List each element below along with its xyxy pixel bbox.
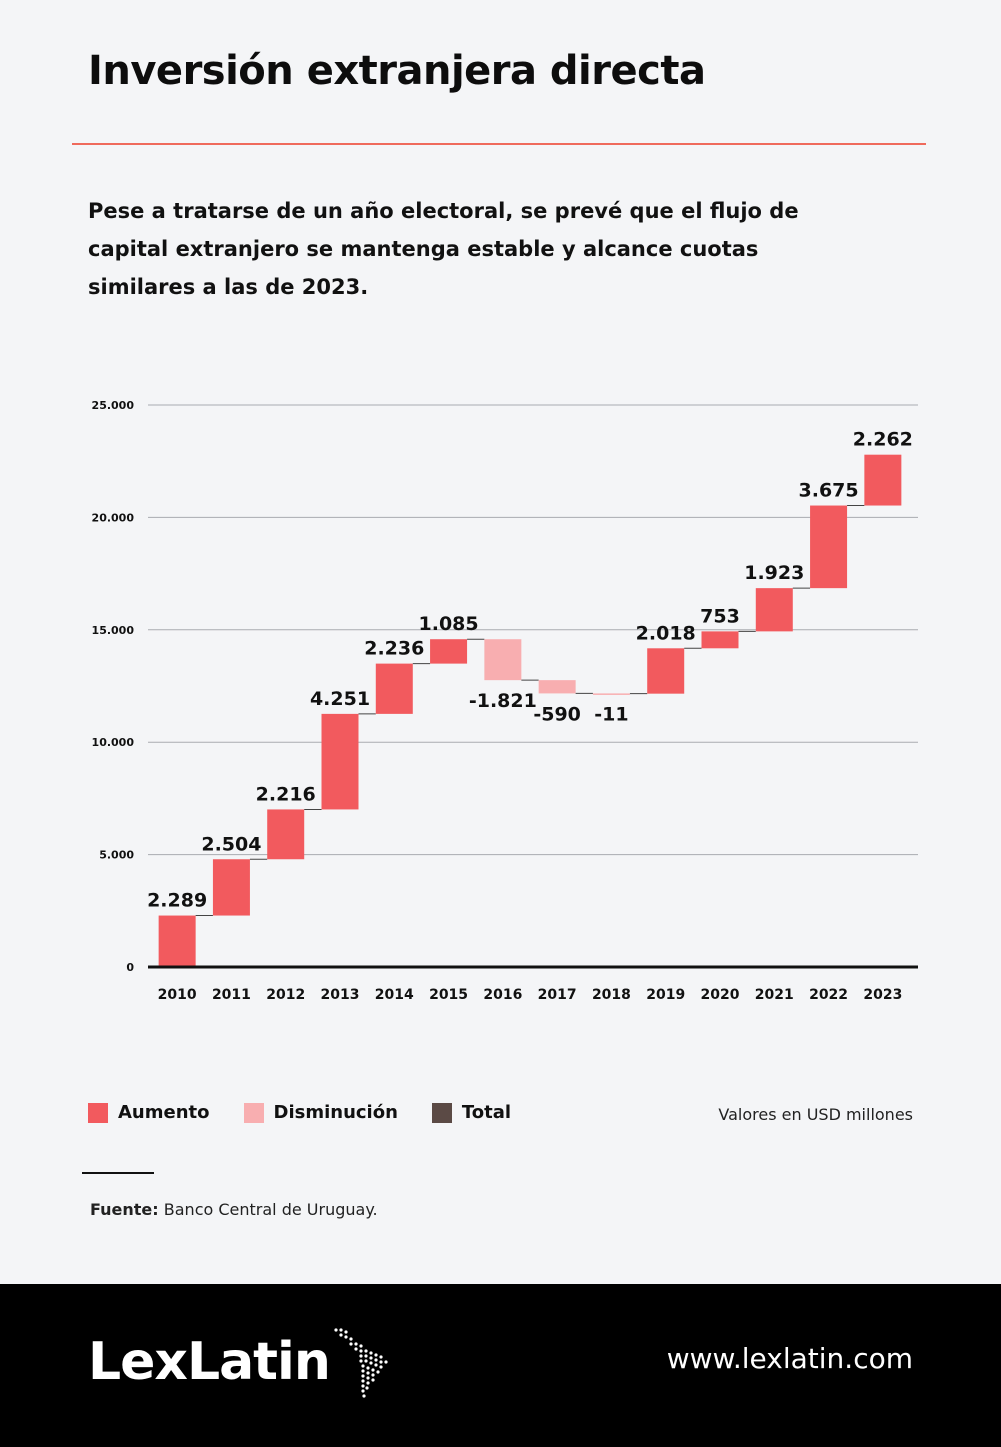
data-label: 2.504 [201,833,261,855]
data-label: 2.216 [256,783,316,805]
data-label: 4.251 [310,688,370,710]
bar-increase [810,505,848,589]
x-tick-label: 2022 [809,987,848,1003]
page-title: Inversión extranjera directa [88,48,706,94]
legend-label: Aumento [118,1102,210,1123]
x-tick-label: 2012 [266,987,305,1003]
data-label: 753 [700,605,740,627]
lexlatin-logo[interactable]: LexLatin [88,1324,390,1400]
bar-increase [647,648,685,694]
bar-increase [321,713,359,810]
source-label: Fuente: [90,1200,159,1219]
data-label: -11 [594,704,628,726]
x-tick-label: 2018 [592,987,631,1003]
waterfall-chart: 0 5.000 10.000 15.000 20.000 25.000 2.289 2010 2… [92,399,918,1003]
x-tick-label: 2010 [158,987,197,1003]
subtitle: Pese a tratarse de un año electoral, se … [88,199,799,299]
legend-label: Disminución [273,1102,398,1123]
x-tick-label: 2017 [538,987,577,1003]
x-tick-label: 2020 [701,987,740,1003]
legend-item-total: Total [431,1102,512,1123]
bar-increase [375,663,413,714]
units-note: Valores en USD millones [718,1105,913,1124]
data-label: 1.085 [419,613,479,635]
title-divider [72,143,926,145]
data-label: -1.821 [469,690,537,712]
bar-increase [701,631,739,649]
y-tick-label: 25.000 [92,399,135,412]
latin-america-dotted-map-icon [334,1328,388,1398]
legend-swatch-disminucion [243,1102,264,1123]
x-tick-label: 2013 [321,987,360,1003]
y-tick-label: 10.000 [92,736,135,749]
x-tick-label: 2016 [483,987,522,1003]
x-tick-label: 2015 [429,987,468,1003]
source-note: Fuente: Banco Central de Uruguay. [90,1200,378,1219]
logo-text: LexLatin [88,1332,331,1392]
bar-increase [267,809,305,860]
bar-decrease [538,680,576,694]
x-tick-label: 2014 [375,987,414,1003]
legend-swatch-total [431,1102,452,1123]
y-tick-label: 15.000 [92,624,135,637]
data-label: 3.675 [799,480,859,502]
legend-item-disminucion: Disminución [243,1102,398,1123]
bar-decrease [592,693,630,695]
source-divider [82,1172,154,1174]
data-label: 1.923 [744,562,804,584]
legend-swatch-aumento [88,1102,108,1123]
data-label: 2.289 [147,890,207,912]
data-label: 2.018 [636,622,696,644]
x-tick-label: 2021 [755,987,794,1003]
x-tick-label: 2023 [863,987,902,1003]
bar-increase [430,639,468,664]
x-tick-label: 2011 [212,987,251,1003]
bar-increase [158,915,196,967]
source-text: Banco Central de Uruguay. [163,1200,378,1219]
data-label: 2.262 [853,429,913,451]
website-link[interactable]: www.lexlatin.com [666,1342,913,1375]
x-tick-label: 2019 [646,987,685,1003]
bar-increase [755,588,793,632]
bar-decrease [484,639,522,681]
bar-increase [864,454,902,506]
legend-label: Total [461,1102,512,1123]
data-label: -590 [533,703,581,725]
y-tick-label: 5.000 [99,849,134,862]
y-tick-label: 0 [126,961,134,974]
legend-item-aumento: Aumento [88,1102,210,1123]
bar-increase [212,859,250,916]
y-tick-label: 20.000 [92,511,135,524]
legend: Aumento Disminución Total [88,1102,545,1123]
data-label: 2.236 [364,638,424,660]
footer: LexLatin www.lexlatin.com [0,1284,1001,1447]
